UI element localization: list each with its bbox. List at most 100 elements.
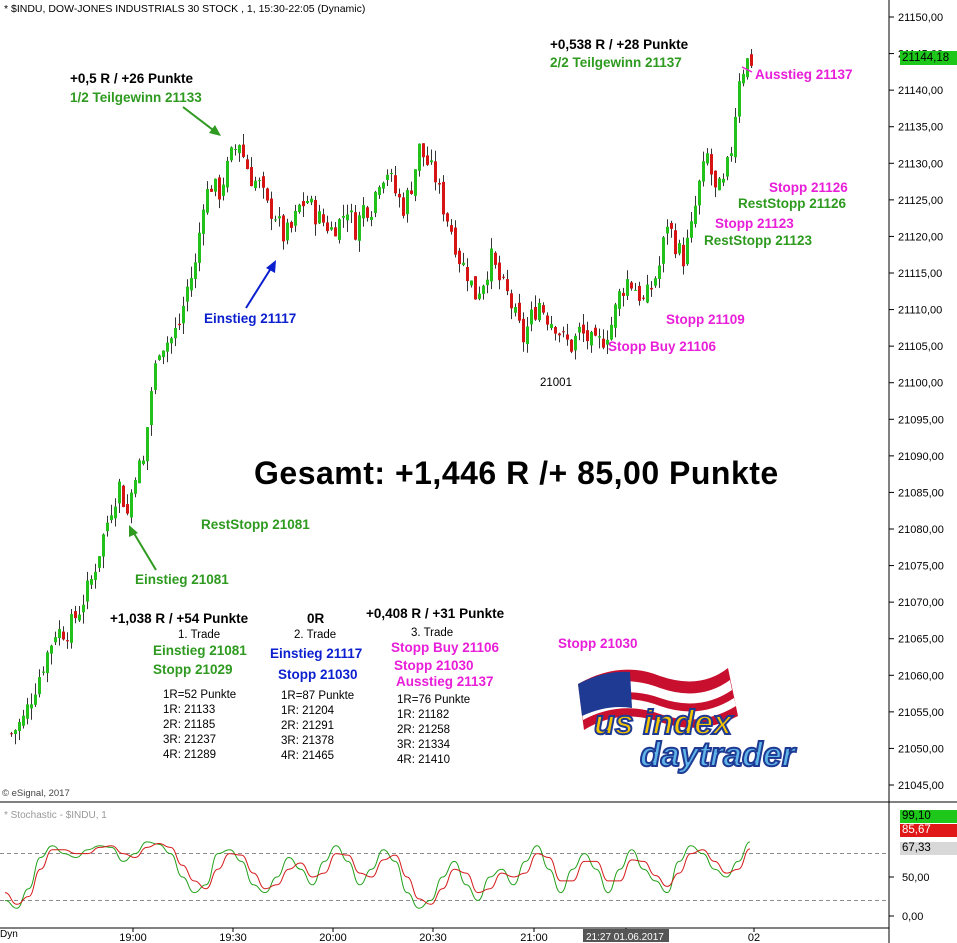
candle-up [590, 331, 593, 346]
candle-down [314, 199, 317, 225]
candle-up [58, 629, 61, 638]
arrow-head-einstieg-21117 [266, 260, 276, 273]
candle-up [662, 237, 665, 264]
price-tick-label: 21085,00 [898, 487, 944, 499]
candle-up [78, 614, 81, 621]
logo-line-1: us index [594, 704, 734, 742]
candle-up [206, 189, 209, 213]
candle-up [742, 74, 745, 84]
candle-up [658, 265, 661, 279]
candle-up [42, 671, 45, 673]
price-tick-label: 21090,00 [898, 451, 944, 463]
logo-line-2: daytrader [640, 736, 797, 774]
candle-up [690, 221, 693, 238]
annotation-partial-2: 2/2 Teilgewinn 21137 [550, 55, 682, 70]
candle-up [22, 715, 25, 726]
price-tick-label: 21070,00 [898, 597, 944, 609]
candle-down [366, 207, 369, 218]
candle-up [462, 262, 465, 265]
candle-up [222, 184, 225, 196]
candle-up [726, 157, 729, 177]
candle-up [118, 481, 121, 504]
candle-up [718, 178, 721, 191]
candle-up [94, 571, 97, 580]
trade-3-target-3: 3R: 21334 [397, 739, 451, 751]
candle-up [382, 182, 385, 189]
candle-up [294, 210, 297, 226]
candle-up [310, 198, 313, 203]
candle-down [534, 307, 537, 320]
candle-down [270, 198, 273, 219]
last-price-value: 21144,18 [902, 52, 950, 64]
trade-2-target-4: 4R: 21465 [281, 750, 335, 762]
candle-down [542, 305, 545, 313]
candle-up [134, 480, 137, 494]
trade-1-r-unit: 1R=52 Punkte [163, 689, 237, 701]
annotation-ausstieg: Ausstieg 21137 [755, 67, 853, 82]
candle-up [654, 278, 657, 286]
annotation-low-21001: 21001 [540, 377, 572, 389]
arrow-einstieg-21117 [245, 264, 274, 309]
candle-up [106, 522, 109, 532]
candle-up [186, 286, 189, 302]
candle-down [558, 333, 561, 336]
candle-down [622, 292, 625, 296]
candle-up [418, 143, 421, 171]
arrow-einstieg-21081 [131, 529, 157, 571]
dyn-label: Dyn [0, 929, 18, 940]
candle-down [458, 250, 461, 265]
price-tick-label: 21060,00 [898, 670, 944, 682]
candle-down [562, 331, 565, 333]
candle-up [686, 237, 689, 265]
candle-down [266, 188, 269, 201]
trade-2-target-3: 3R: 21378 [281, 735, 335, 747]
candle-down [566, 334, 569, 340]
last-price-box: 21144,18 [900, 51, 957, 65]
price-tick-label: 21120,00 [898, 231, 943, 243]
candle-down [334, 227, 337, 237]
candle-up [666, 226, 669, 234]
candle-down [554, 327, 557, 334]
candle-up [610, 324, 613, 340]
trade-3-stopp-buy: Stopp Buy 21106 [391, 640, 500, 655]
candle-down [446, 213, 449, 222]
candle-down [570, 339, 573, 352]
candle-up [34, 694, 37, 705]
annotation-stopp-21109: Stopp 21109 [666, 312, 745, 327]
trade-1-entry: Einstieg 21081 [153, 643, 247, 658]
candle-up [486, 279, 489, 286]
trade-1-stop: Stopp 21029 [153, 662, 233, 677]
candle-up [478, 293, 481, 299]
candle-down [670, 222, 673, 229]
candle-up [254, 180, 257, 189]
candle-up [482, 285, 485, 294]
candle-down [126, 504, 129, 514]
candle-up [370, 216, 373, 220]
time-tick-label: 20:30 [419, 932, 447, 943]
trade-3-stop: Stopp 21030 [394, 658, 474, 673]
trade-3-result: +0,408 R / +31 Punkte [366, 606, 505, 621]
copyright: © eSignal, 2017 [2, 788, 70, 799]
chart-title: * $INDU, DOW-JONES INDUSTRIALS 30 STOCK … [4, 3, 366, 15]
candle-down [246, 159, 249, 170]
annotation-stopp-21123: Stopp 21123 [715, 216, 794, 231]
candle-up [678, 243, 681, 254]
candle-down [10, 733, 13, 735]
arrow-head-einstieg-21081 [129, 525, 138, 537]
trade-2-target-2: 2R: 21291 [281, 720, 335, 732]
annotation-reststopp-21123: RestStopp 21123 [704, 233, 813, 248]
price-tick-label: 21105,00 [898, 341, 943, 353]
stoch-d-box: 85,67 [900, 824, 957, 837]
price-tick-label: 21100,00 [898, 378, 943, 390]
candle-up [746, 58, 749, 78]
candle-down [426, 155, 429, 165]
candle-up [346, 214, 349, 221]
price-tick-label: 21045,00 [898, 780, 944, 792]
candle-up [430, 160, 433, 163]
stoch-d-line [4, 842, 751, 905]
candle-up [578, 326, 581, 333]
stoch-k-line [4, 841, 751, 909]
trade-1-target-2: 2R: 21185 [163, 719, 216, 731]
candle-down [326, 222, 329, 232]
candle-down [66, 640, 69, 642]
